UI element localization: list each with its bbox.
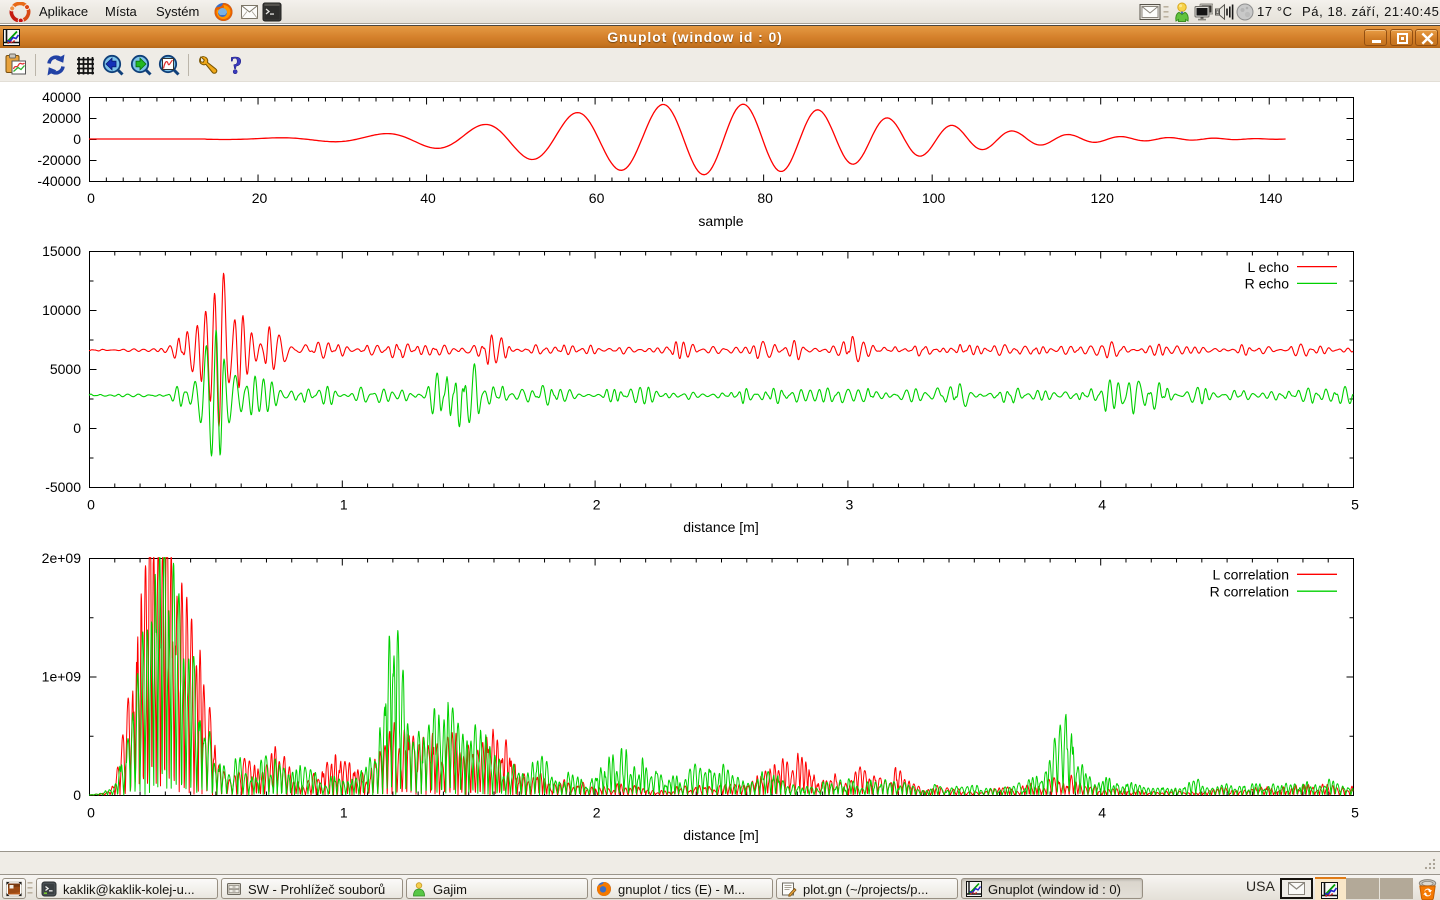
- svg-text:0: 0: [87, 497, 95, 513]
- svg-text:140: 140: [1259, 190, 1283, 206]
- svg-text:10000: 10000: [42, 302, 81, 318]
- svg-text:1: 1: [340, 497, 348, 513]
- svg-text:distance [m]: distance [m]: [683, 827, 758, 843]
- svg-text:0: 0: [87, 190, 95, 206]
- svg-text:1e+09: 1e+09: [42, 669, 82, 685]
- svg-text:5: 5: [1351, 497, 1359, 513]
- svg-text:3: 3: [846, 497, 854, 513]
- svg-text:2: 2: [593, 497, 601, 513]
- svg-text:L correlation: L correlation: [1212, 567, 1289, 583]
- svg-text:20000: 20000: [42, 110, 81, 126]
- svg-text:-20000: -20000: [37, 152, 81, 168]
- svg-text:1: 1: [340, 805, 348, 821]
- svg-text:40000: 40000: [42, 89, 81, 105]
- svg-text:5000: 5000: [50, 361, 81, 377]
- svg-text:sample: sample: [698, 213, 743, 229]
- svg-text:80: 80: [757, 190, 773, 206]
- svg-text:100: 100: [922, 190, 946, 206]
- svg-text:2e+09: 2e+09: [42, 550, 82, 566]
- svg-text:R correlation: R correlation: [1210, 584, 1289, 600]
- svg-text:distance [m]: distance [m]: [683, 519, 758, 535]
- svg-text:0: 0: [73, 787, 81, 803]
- svg-text:0: 0: [73, 420, 81, 436]
- svg-text:-40000: -40000: [37, 173, 81, 189]
- svg-text:2: 2: [593, 805, 601, 821]
- svg-text:40: 40: [420, 190, 436, 206]
- svg-text:20: 20: [252, 190, 268, 206]
- svg-text:15000: 15000: [42, 243, 81, 259]
- svg-text:0: 0: [73, 131, 81, 147]
- svg-text:4: 4: [1098, 497, 1106, 513]
- svg-text:4: 4: [1098, 805, 1106, 821]
- svg-text:R echo: R echo: [1245, 276, 1290, 292]
- svg-text:60: 60: [589, 190, 605, 206]
- svg-text:0: 0: [87, 805, 95, 821]
- svg-text:?: ?: [230, 53, 243, 77]
- svg-text:5: 5: [1351, 805, 1359, 821]
- svg-text:-5000: -5000: [45, 479, 81, 495]
- svg-text:120: 120: [1091, 190, 1115, 206]
- svg-text:L echo: L echo: [1247, 259, 1289, 275]
- svg-text:3: 3: [846, 805, 854, 821]
